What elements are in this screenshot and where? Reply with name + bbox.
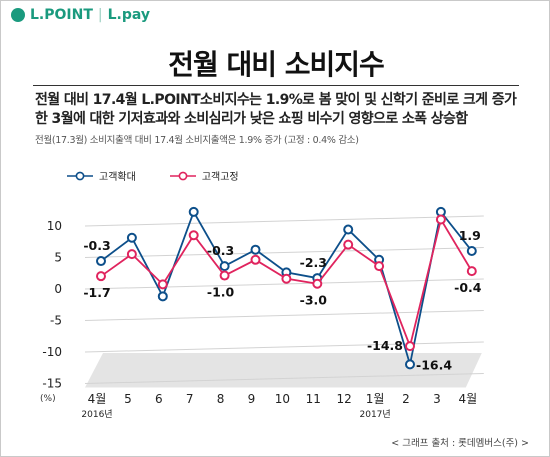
- title-divider: [33, 85, 519, 86]
- x-tick-label: 2: [402, 392, 410, 406]
- x-tick-label: 5: [124, 392, 132, 406]
- data-point: [281, 273, 292, 284]
- legend-label-fixed: 고객고정: [201, 172, 239, 183]
- data-point: [157, 291, 168, 302]
- gridline: [84, 247, 484, 258]
- gridline: [84, 373, 484, 384]
- gridline: [84, 341, 484, 353]
- data-point: [343, 224, 354, 235]
- y-tick-label: -5: [50, 314, 62, 328]
- data-point: [405, 359, 415, 370]
- data-point: [188, 230, 199, 241]
- legend: 고객확대 고객고정: [67, 168, 239, 183]
- data-point: [405, 341, 415, 352]
- data-label: -14.8: [367, 338, 403, 353]
- data-label: -1.0: [207, 285, 235, 300]
- y-axis-label: (%): [40, 394, 56, 404]
- data-point: [126, 249, 137, 260]
- data-point: [466, 266, 477, 277]
- data-point: [435, 214, 446, 225]
- data-point: [466, 245, 477, 256]
- legend-marker-fixed: [169, 171, 196, 180]
- data-label: -2.3: [300, 255, 327, 270]
- x-year-label: 2016년: [81, 409, 112, 420]
- data-point: [96, 256, 106, 267]
- data-label: -16.4: [416, 357, 452, 372]
- page-title: 전월 대비 소비지수: [168, 48, 385, 81]
- series-line: [100, 209, 473, 365]
- x-tick-label: 9: [248, 392, 256, 406]
- data-point: [343, 239, 354, 250]
- data-label: 1.9: [459, 228, 481, 243]
- y-tick-label: 10: [47, 219, 62, 233]
- data-point: [250, 254, 261, 265]
- x-year-label: 2017년: [360, 409, 391, 420]
- note: 전월(17.3월) 소비지출액 대비 17.4월 소비지출액은 1.9% 증가 …: [35, 135, 359, 146]
- logo-separator: |: [97, 7, 103, 23]
- legend-item-fixed: 고객고정: [169, 168, 239, 183]
- data-point: [126, 232, 137, 243]
- x-tick-label: 10: [275, 392, 290, 406]
- source-caption: < 그래프 출처 : 롯데멤버스(주) >: [391, 438, 529, 449]
- y-tick-label: -10: [42, 345, 62, 359]
- x-tick-label: 4월: [458, 392, 477, 406]
- data-label: -0.3: [207, 243, 234, 258]
- legend-item-expand: 고객확대: [67, 168, 136, 183]
- gridline: [84, 310, 484, 321]
- data-label: -0.3: [83, 238, 110, 253]
- logo-text-lpay: L.pay: [107, 7, 151, 23]
- logo: L.POINT | L.pay: [11, 7, 150, 23]
- data-label: -0.4: [454, 280, 482, 295]
- data-point: [157, 279, 168, 290]
- x-tick-label: 12: [337, 392, 352, 406]
- subtitle: 전월 대비 17.4월 L.POINT소비지수는 1.9%로 봄 맞이 및 신학…: [35, 92, 517, 127]
- data-label: -3.0: [300, 293, 328, 308]
- x-tick-label: 7: [186, 392, 194, 406]
- chart-floor: [85, 353, 482, 388]
- x-tick-label: 1월: [366, 392, 385, 406]
- logo-mark-icon: [11, 8, 25, 22]
- legend-label-expand: 고객확대: [99, 172, 136, 183]
- data-point: [188, 206, 199, 217]
- y-tick-label: 0: [54, 282, 62, 296]
- x-tick-label: 8: [217, 392, 225, 406]
- data-point: [250, 244, 261, 255]
- x-tick-label: 4월: [88, 392, 107, 406]
- data-point: [312, 278, 323, 289]
- x-tick-label: 11: [306, 392, 321, 406]
- logo-text-lpoint: L.POINT: [30, 7, 93, 23]
- data-label: -1.7: [83, 285, 110, 300]
- y-tick-label: -15: [42, 377, 62, 391]
- y-tick-label: 5: [54, 251, 62, 265]
- data-point: [219, 261, 230, 272]
- x-tick-label: 6: [155, 392, 163, 406]
- data-point: [374, 261, 385, 272]
- x-tick-label: 3: [433, 392, 441, 406]
- gridline: [84, 215, 484, 227]
- legend-marker-expand: [67, 171, 93, 180]
- gridline: [84, 278, 484, 290]
- data-point: [219, 270, 230, 281]
- data-point: [96, 271, 106, 282]
